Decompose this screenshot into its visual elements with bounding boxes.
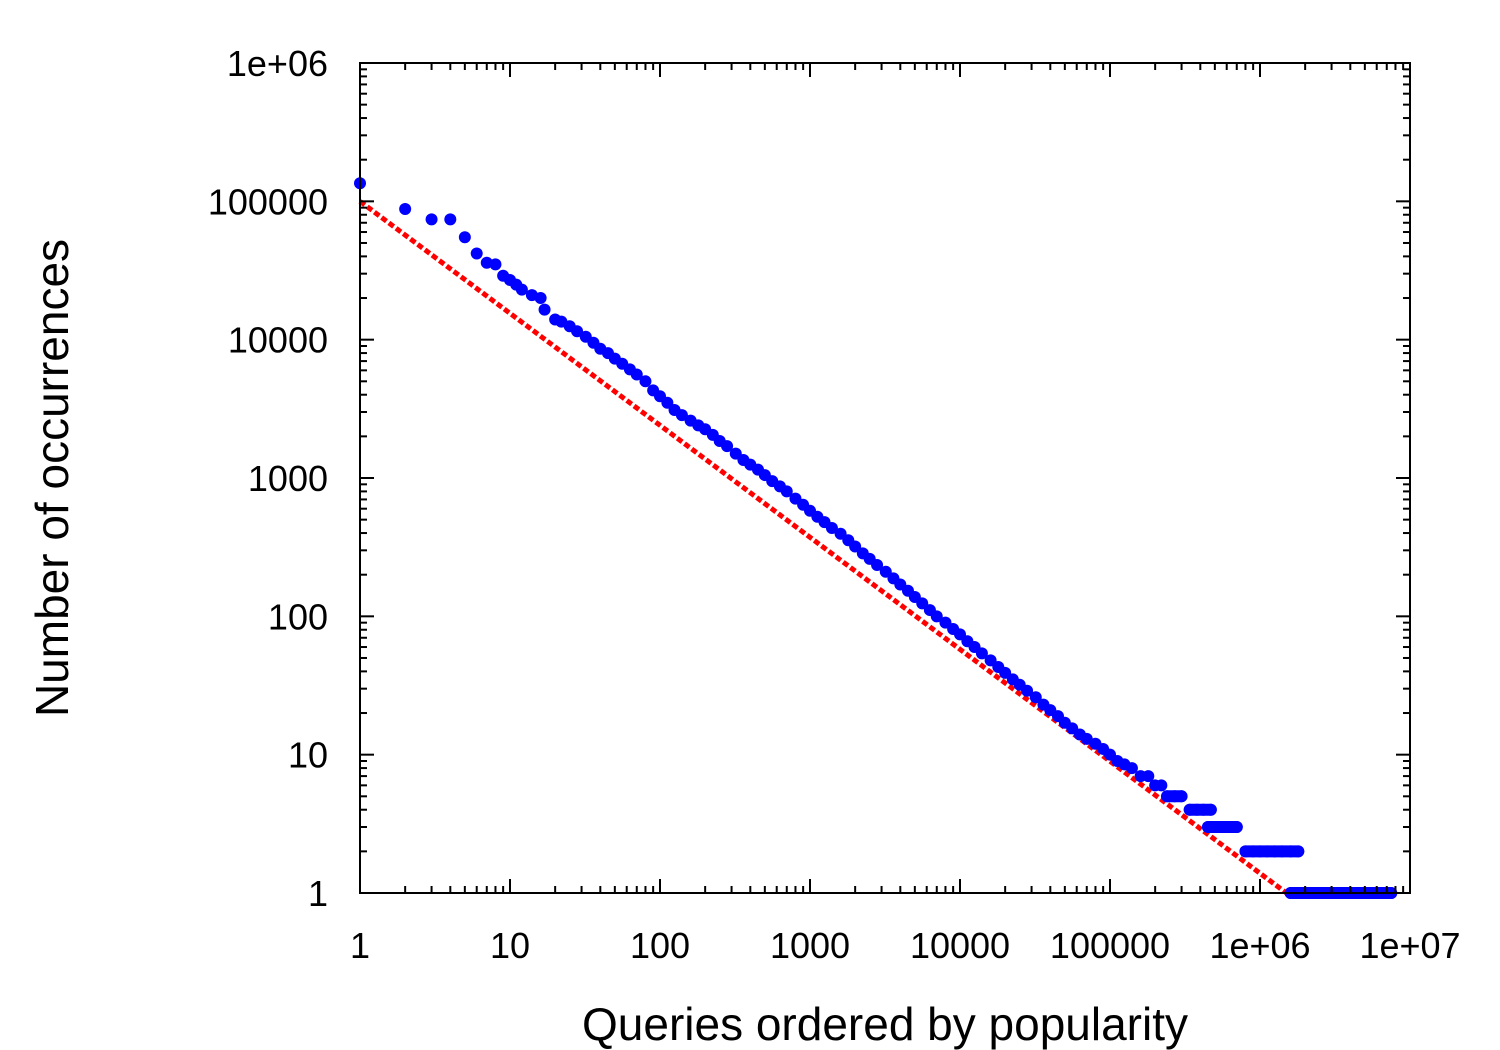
x-tick-label: 1 <box>350 925 370 966</box>
data-point <box>639 375 652 388</box>
data-point <box>675 409 688 422</box>
y-axis-title: Number of occurrences <box>26 239 78 717</box>
data-point <box>425 213 438 226</box>
data-point <box>930 610 943 623</box>
y-tick-label: 10 <box>288 735 328 776</box>
y-tick-label: 100000 <box>208 181 328 222</box>
power-law-fit-line <box>358 199 1288 896</box>
data-point <box>1021 684 1034 697</box>
x-tick-label: 10 <box>490 925 530 966</box>
y-tick-label: 1000 <box>248 458 328 499</box>
data-point <box>1029 691 1042 704</box>
data-point <box>515 283 528 296</box>
data-point <box>1142 770 1155 783</box>
data-point <box>399 203 412 216</box>
x-tick-label: 1e+07 <box>1359 925 1460 966</box>
y-tick-label: 1 <box>308 873 328 914</box>
plot-frame <box>359 62 1411 894</box>
x-tick-label: 100000 <box>1050 925 1170 966</box>
data-point <box>458 231 471 244</box>
y-tick-label: 1e+06 <box>227 43 328 84</box>
data-point <box>1125 762 1138 775</box>
data-point <box>444 213 457 226</box>
data-point <box>630 368 643 381</box>
data-point <box>849 540 862 553</box>
data-point <box>871 559 884 572</box>
data-point <box>721 440 734 453</box>
data-point <box>975 647 988 660</box>
y-tick-label: 100 <box>268 596 328 637</box>
data-point <box>825 522 838 535</box>
data-point <box>780 485 793 498</box>
data-point <box>534 292 547 305</box>
x-tick-label: 1000 <box>770 925 850 966</box>
data-point <box>489 258 502 271</box>
data-point <box>571 325 584 338</box>
x-axis-title: Queries ordered by popularity <box>582 998 1188 1050</box>
x-tick-label: 1e+06 <box>1209 925 1310 966</box>
data-point <box>538 303 551 316</box>
data-point <box>470 247 483 260</box>
x-tick-label: 10000 <box>910 925 1010 966</box>
data-point <box>1155 779 1168 792</box>
y-tick-label: 10000 <box>228 320 328 361</box>
x-tick-label: 100 <box>630 925 690 966</box>
